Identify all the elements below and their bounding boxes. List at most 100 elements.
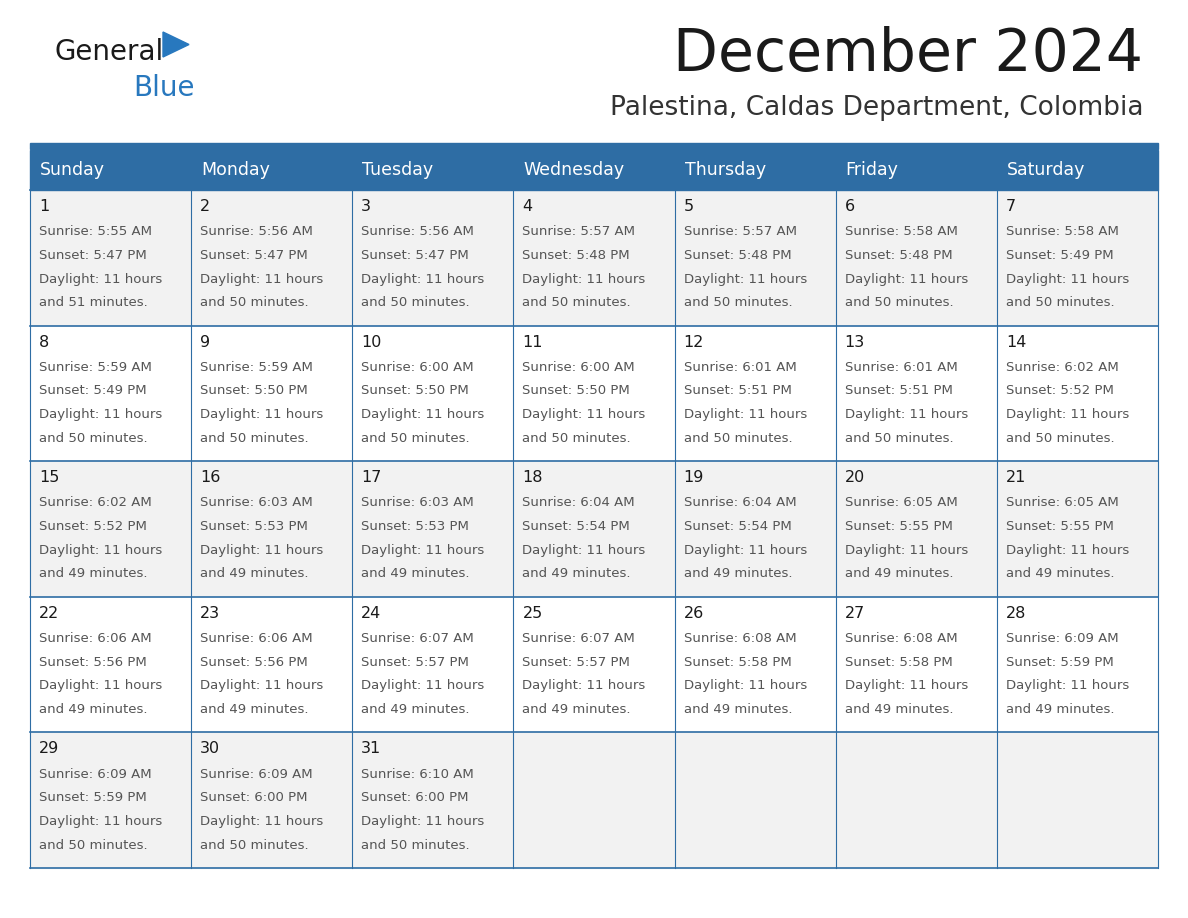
- Text: and 49 minutes.: and 49 minutes.: [361, 567, 469, 580]
- Text: 23: 23: [200, 606, 220, 621]
- Text: and 49 minutes.: and 49 minutes.: [845, 567, 953, 580]
- Text: Daylight: 11 hours: Daylight: 11 hours: [39, 273, 163, 285]
- Text: and 50 minutes.: and 50 minutes.: [200, 297, 309, 309]
- Text: Sunrise: 5:58 AM: Sunrise: 5:58 AM: [1006, 225, 1119, 238]
- Text: and 49 minutes.: and 49 minutes.: [361, 703, 469, 716]
- Text: Sunset: 5:49 PM: Sunset: 5:49 PM: [39, 385, 146, 397]
- Text: Sunrise: 5:57 AM: Sunrise: 5:57 AM: [683, 225, 797, 238]
- Text: Sunrise: 6:06 AM: Sunrise: 6:06 AM: [39, 632, 152, 645]
- Text: Sunrise: 6:04 AM: Sunrise: 6:04 AM: [683, 497, 796, 509]
- Text: and 49 minutes.: and 49 minutes.: [523, 703, 631, 716]
- Text: Daylight: 11 hours: Daylight: 11 hours: [361, 815, 485, 828]
- Text: Sunrise: 5:56 AM: Sunrise: 5:56 AM: [200, 225, 312, 238]
- Text: Daylight: 11 hours: Daylight: 11 hours: [683, 273, 807, 285]
- Text: Sunset: 5:55 PM: Sunset: 5:55 PM: [1006, 520, 1113, 533]
- Text: Daylight: 11 hours: Daylight: 11 hours: [683, 679, 807, 692]
- Text: Daylight: 11 hours: Daylight: 11 hours: [200, 273, 323, 285]
- Bar: [30, 143, 1158, 149]
- Text: Daylight: 11 hours: Daylight: 11 hours: [361, 543, 485, 556]
- Text: Sunset: 5:57 PM: Sunset: 5:57 PM: [523, 655, 631, 668]
- Text: 21: 21: [1006, 470, 1026, 486]
- Text: Sunset: 5:48 PM: Sunset: 5:48 PM: [845, 249, 953, 262]
- Text: Sunset: 5:58 PM: Sunset: 5:58 PM: [683, 655, 791, 668]
- Text: Sunset: 5:47 PM: Sunset: 5:47 PM: [200, 249, 308, 262]
- Bar: [30, 597, 1158, 733]
- Text: Sunset: 5:51 PM: Sunset: 5:51 PM: [683, 385, 791, 397]
- Text: Monday: Monday: [201, 161, 270, 179]
- Text: and 50 minutes.: and 50 minutes.: [683, 431, 792, 445]
- Text: Daylight: 11 hours: Daylight: 11 hours: [845, 679, 968, 692]
- Text: Sunrise: 6:03 AM: Sunrise: 6:03 AM: [200, 497, 312, 509]
- Text: 25: 25: [523, 606, 543, 621]
- Text: 17: 17: [361, 470, 381, 486]
- Text: Daylight: 11 hours: Daylight: 11 hours: [361, 679, 485, 692]
- Text: and 50 minutes.: and 50 minutes.: [1006, 297, 1114, 309]
- Text: Daylight: 11 hours: Daylight: 11 hours: [1006, 409, 1129, 421]
- Text: Sunrise: 5:56 AM: Sunrise: 5:56 AM: [361, 225, 474, 238]
- Text: Sunrise: 6:05 AM: Sunrise: 6:05 AM: [845, 497, 958, 509]
- Text: Sunset: 5:52 PM: Sunset: 5:52 PM: [39, 520, 147, 533]
- Text: Sunrise: 5:57 AM: Sunrise: 5:57 AM: [523, 225, 636, 238]
- Bar: [30, 461, 1158, 597]
- Text: Sunrise: 5:58 AM: Sunrise: 5:58 AM: [845, 225, 958, 238]
- Text: 14: 14: [1006, 334, 1026, 350]
- Text: Sunset: 5:56 PM: Sunset: 5:56 PM: [39, 655, 147, 668]
- Text: Sunset: 5:50 PM: Sunset: 5:50 PM: [523, 385, 630, 397]
- Text: Wednesday: Wednesday: [524, 161, 625, 179]
- Text: Sunrise: 6:03 AM: Sunrise: 6:03 AM: [361, 497, 474, 509]
- Text: and 49 minutes.: and 49 minutes.: [1006, 567, 1114, 580]
- Text: and 51 minutes.: and 51 minutes.: [39, 297, 147, 309]
- Text: Daylight: 11 hours: Daylight: 11 hours: [361, 409, 485, 421]
- Text: Sunrise: 6:08 AM: Sunrise: 6:08 AM: [683, 632, 796, 645]
- Text: Daylight: 11 hours: Daylight: 11 hours: [39, 543, 163, 556]
- Text: and 50 minutes.: and 50 minutes.: [361, 431, 470, 445]
- Text: Daylight: 11 hours: Daylight: 11 hours: [1006, 273, 1129, 285]
- Text: Sunrise: 6:07 AM: Sunrise: 6:07 AM: [361, 632, 474, 645]
- Text: and 50 minutes.: and 50 minutes.: [39, 839, 147, 852]
- Text: Sunrise: 6:08 AM: Sunrise: 6:08 AM: [845, 632, 958, 645]
- Text: 13: 13: [845, 334, 865, 350]
- Text: 2: 2: [200, 199, 210, 214]
- Text: and 50 minutes.: and 50 minutes.: [523, 297, 631, 309]
- Text: and 49 minutes.: and 49 minutes.: [200, 567, 309, 580]
- Text: and 50 minutes.: and 50 minutes.: [200, 431, 309, 445]
- Text: 4: 4: [523, 199, 532, 214]
- Text: Sunrise: 6:00 AM: Sunrise: 6:00 AM: [361, 361, 474, 374]
- Text: 10: 10: [361, 334, 381, 350]
- Text: 9: 9: [200, 334, 210, 350]
- Text: 26: 26: [683, 606, 703, 621]
- Text: Sunrise: 6:09 AM: Sunrise: 6:09 AM: [39, 767, 152, 780]
- Text: Friday: Friday: [846, 161, 898, 179]
- Text: Sunrise: 6:00 AM: Sunrise: 6:00 AM: [523, 361, 636, 374]
- Text: Sunrise: 6:09 AM: Sunrise: 6:09 AM: [1006, 632, 1118, 645]
- Text: Sunset: 5:53 PM: Sunset: 5:53 PM: [361, 520, 469, 533]
- Text: 11: 11: [523, 334, 543, 350]
- Text: Sunrise: 6:10 AM: Sunrise: 6:10 AM: [361, 767, 474, 780]
- Text: Sunset: 5:57 PM: Sunset: 5:57 PM: [361, 655, 469, 668]
- Text: Sunrise: 6:04 AM: Sunrise: 6:04 AM: [523, 497, 636, 509]
- Text: Sunrise: 5:59 AM: Sunrise: 5:59 AM: [39, 361, 152, 374]
- Text: Daylight: 11 hours: Daylight: 11 hours: [1006, 543, 1129, 556]
- Text: and 49 minutes.: and 49 minutes.: [39, 567, 147, 580]
- Text: Sunrise: 6:02 AM: Sunrise: 6:02 AM: [1006, 361, 1119, 374]
- Polygon shape: [163, 32, 189, 57]
- Text: Sunrise: 6:05 AM: Sunrise: 6:05 AM: [1006, 497, 1119, 509]
- Text: 22: 22: [39, 606, 59, 621]
- Text: Sunset: 5:47 PM: Sunset: 5:47 PM: [39, 249, 147, 262]
- Text: General: General: [55, 38, 164, 66]
- Text: Tuesday: Tuesday: [362, 161, 434, 179]
- Text: Sunset: 5:53 PM: Sunset: 5:53 PM: [200, 520, 308, 533]
- Text: Saturday: Saturday: [1007, 161, 1085, 179]
- Text: and 50 minutes.: and 50 minutes.: [523, 431, 631, 445]
- Text: Daylight: 11 hours: Daylight: 11 hours: [523, 543, 646, 556]
- Text: Sunset: 5:52 PM: Sunset: 5:52 PM: [1006, 385, 1113, 397]
- Text: Daylight: 11 hours: Daylight: 11 hours: [39, 679, 163, 692]
- Text: Sunset: 5:54 PM: Sunset: 5:54 PM: [523, 520, 630, 533]
- Text: 5: 5: [683, 199, 694, 214]
- Text: Sunset: 5:58 PM: Sunset: 5:58 PM: [845, 655, 953, 668]
- Text: Sunset: 6:00 PM: Sunset: 6:00 PM: [200, 791, 308, 804]
- Text: Daylight: 11 hours: Daylight: 11 hours: [523, 409, 646, 421]
- Text: and 50 minutes.: and 50 minutes.: [1006, 431, 1114, 445]
- Text: and 50 minutes.: and 50 minutes.: [683, 297, 792, 309]
- Text: 15: 15: [39, 470, 59, 486]
